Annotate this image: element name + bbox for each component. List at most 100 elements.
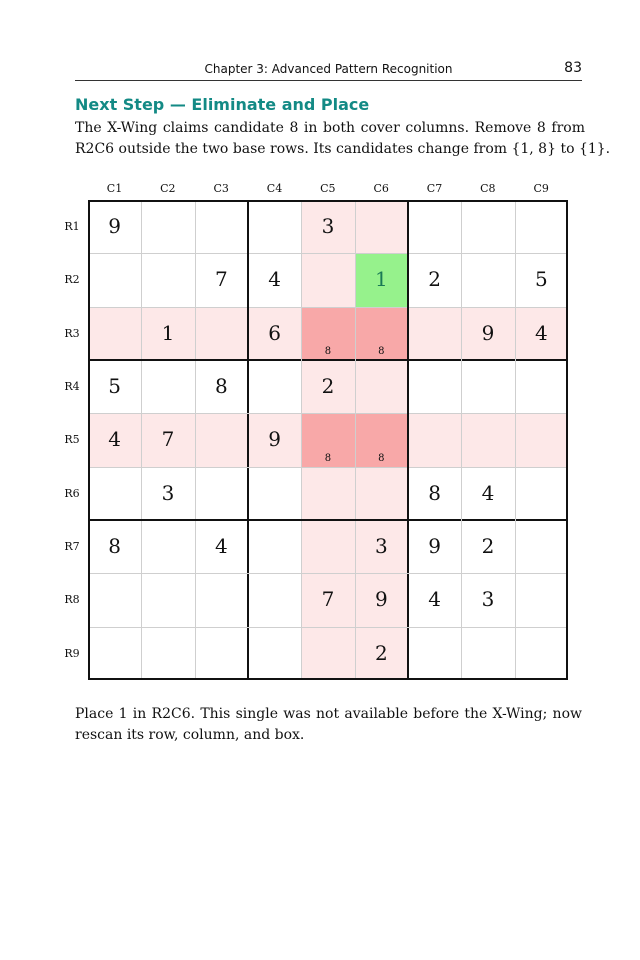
cell-divider	[461, 200, 463, 680]
cell-digit: 9	[268, 427, 282, 452]
cell-digit: 2	[428, 267, 442, 292]
row-label: R9	[64, 646, 80, 660]
cell-divider	[88, 573, 568, 575]
sudoku-cell: 7	[301, 573, 355, 627]
cell-digit: 4	[481, 480, 495, 505]
box-divider	[88, 359, 568, 361]
cell-digit: 5	[534, 267, 548, 292]
box-divider	[407, 200, 409, 680]
sudoku-cell: 5	[88, 360, 141, 413]
sudoku-cell: 9	[461, 306, 515, 360]
sudoku-cell: 4	[514, 306, 568, 360]
cell-digit: 2	[481, 534, 495, 558]
sudoku-cell: 8	[354, 413, 408, 467]
cell-digit: 3	[374, 534, 388, 558]
sudoku-cell	[354, 360, 408, 414]
sudoku-cell: 7	[195, 253, 248, 306]
sudoku-cell: 3	[301, 200, 355, 254]
cell-digit: 4	[268, 267, 282, 292]
cell-digit: 6	[268, 320, 282, 345]
row-label: R2	[64, 273, 80, 287]
column-label: C3	[213, 182, 229, 195]
column-label: C9	[533, 182, 549, 195]
row-label: R7	[64, 540, 80, 553]
cell-divider	[141, 200, 143, 680]
sudoku-cell: 4	[248, 253, 301, 306]
box-divider	[88, 519, 568, 521]
page-number: 83	[564, 60, 582, 76]
outro-line: Place 1 in R2C6. This single was not ava…	[75, 706, 582, 722]
sudoku-cell	[461, 413, 515, 467]
cell-digit: 7	[161, 427, 175, 452]
sudoku-cell: 6	[248, 306, 302, 360]
sudoku-cell: 9	[354, 573, 408, 627]
sudoku-cell: 8	[301, 413, 355, 467]
sudoku-cell: 9	[248, 413, 302, 467]
sudoku-cell	[354, 466, 408, 520]
cell-digit: 2	[374, 640, 388, 665]
intro-line: The X-Wing claims candidate 8 in both co…	[75, 120, 585, 136]
running-header: Chapter 3: Advanced Pattern Recognition …	[75, 60, 582, 81]
sudoku-cell: 2	[354, 626, 408, 680]
column-label: C1	[106, 182, 123, 195]
sudoku-cell: 8	[301, 306, 355, 360]
sudoku-cell	[88, 306, 142, 360]
sudoku-cell: 4	[461, 467, 514, 520]
cell-digit: 8	[214, 374, 228, 398]
sudoku-cell: 4	[408, 573, 461, 626]
sudoku-cell	[301, 253, 355, 307]
cell-divider	[354, 200, 356, 680]
sudoku-figure: 9 3 7 4 1 2 5 1 6 8 8 9 4 5 8 2 4 7 9 8 8 3 8 4 8 4 3 9 2 7 9 4 3 2 C1 C2 C…	[64, 182, 568, 680]
sudoku-cell: 2	[461, 520, 514, 573]
sudoku-cell: 8	[354, 306, 408, 360]
cell-digit: 3	[481, 587, 495, 612]
cell-digit: 3	[321, 214, 335, 238]
cell-digit: 8	[108, 534, 122, 558]
sudoku-cell: 8	[408, 467, 461, 520]
sudoku-cell: 3	[354, 520, 408, 574]
cell-digit: 9	[481, 320, 495, 345]
cell-digit: 3	[161, 480, 175, 505]
cell-digit: 5	[108, 374, 122, 398]
cell-digit: 2	[321, 374, 335, 398]
cell-divider	[88, 413, 568, 415]
sudoku-cell	[301, 466, 355, 520]
cell-digit: 7	[214, 267, 228, 292]
sudoku-cell	[301, 626, 355, 680]
intro-paragraph: The X-Wing claims candidate 8 in both co…	[75, 118, 611, 160]
section-title: Next Step — Eliminate and Place	[75, 95, 370, 114]
cell-divider	[88, 253, 568, 255]
cell-digit: 9	[108, 214, 122, 238]
candidate-mark: 8	[378, 452, 385, 464]
sudoku-cell: 8	[195, 360, 248, 413]
sudoku-cell	[354, 200, 408, 254]
sudoku-cell: 9	[408, 520, 461, 573]
cell-divider	[301, 200, 303, 680]
cell-divider	[514, 200, 516, 680]
sudoku-cell: 1	[141, 306, 195, 360]
row-label: R6	[64, 486, 80, 500]
sudoku-cell: 4	[88, 413, 142, 467]
column-label: C8	[480, 182, 496, 195]
outro-line: rescan its row, column, and box.	[75, 727, 305, 743]
candidate-mark: 8	[324, 452, 332, 464]
sudoku-cell	[408, 413, 462, 467]
sudoku-cell: 2	[408, 253, 461, 306]
chapter-title: Chapter 3: Advanced Pattern Recognition	[204, 62, 453, 76]
sudoku-cell	[194, 413, 248, 467]
sudoku-cell: 3	[461, 573, 514, 626]
cell-digit: 4	[108, 427, 122, 452]
cell-digit: 1	[161, 320, 175, 345]
cell-divider	[88, 306, 568, 308]
column-label: C4	[266, 182, 283, 195]
outro-paragraph: Place 1 in R2C6. This single was not ava…	[75, 704, 585, 746]
sudoku-board: 9 3 7 4 1 2 5 1 6 8 8 9 4 5 8 2 4 7 9 8 8 3 8 4 8 4 3 9 2 7 9 4 3 2	[88, 200, 568, 680]
column-label: C2	[160, 182, 176, 195]
intro-line: R2C6 outside the two base rows. Its cand…	[75, 141, 611, 157]
column-label: C5	[320, 182, 336, 195]
cell-digit: 9	[428, 534, 442, 558]
sudoku-cell: 9	[88, 200, 141, 253]
column-label: C6	[373, 182, 389, 195]
row-label: R3	[64, 326, 80, 340]
cell-digit: 7	[321, 587, 335, 612]
